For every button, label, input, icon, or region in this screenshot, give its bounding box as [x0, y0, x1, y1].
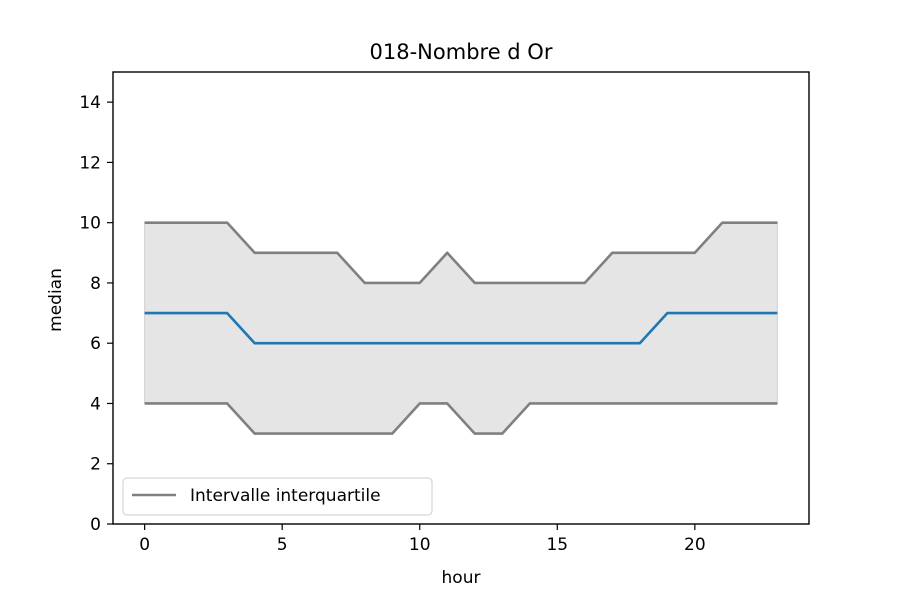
y-tick-label: 8	[90, 274, 101, 294]
y-axis-title: median	[46, 268, 66, 332]
plot-area: 0 5 10 15 20 0 2 4 6 8 10 12 14	[79, 71, 810, 555]
y-tick-label: 2	[90, 455, 101, 475]
y-tick-label: 12	[79, 153, 101, 173]
x-tick-label: 0	[139, 535, 150, 555]
median-line	[144, 311, 778, 345]
y-tick-label: 10	[79, 214, 101, 234]
chart-title: 018-Nombre d Or	[370, 40, 553, 64]
y-tick-label: 0	[90, 515, 101, 535]
x-axis-title: hour	[442, 568, 481, 588]
legend-label: Intervalle interquartile	[190, 486, 381, 506]
y-tick-label: 14	[79, 93, 101, 113]
x-tick-label: 20	[684, 535, 706, 555]
x-tick-label: 5	[277, 535, 288, 555]
x-tick-label: 15	[546, 535, 568, 555]
upper-quartile-line	[144, 221, 778, 285]
x-tick-label: 10	[409, 535, 431, 555]
legend-box	[122, 477, 433, 516]
legend: Intervalle interquartile	[122, 477, 433, 516]
lower-quartile-line	[144, 402, 778, 435]
y-tick-label: 4	[90, 394, 101, 414]
axes-frame	[112, 71, 810, 525]
y-tick-label: 6	[90, 334, 101, 354]
